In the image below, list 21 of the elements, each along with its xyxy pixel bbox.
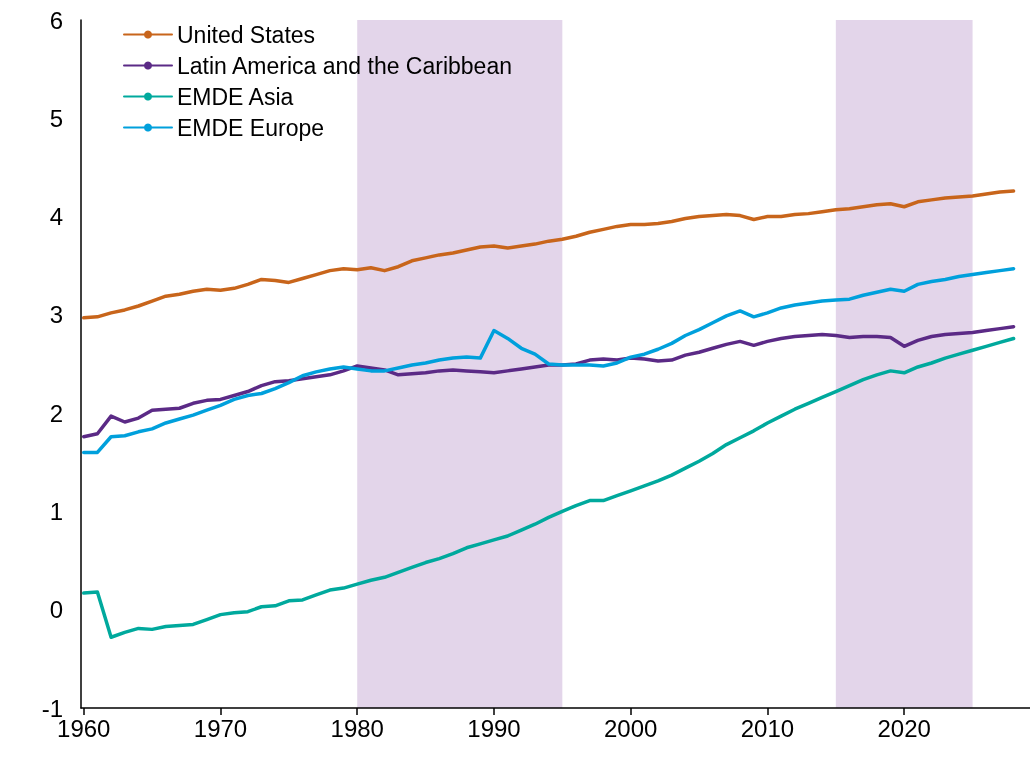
line-series xyxy=(81,266,1016,455)
legend-label: Latin America and the Caribbean xyxy=(177,52,512,79)
x-tick-label: 1970 xyxy=(193,714,248,742)
x-tick-label: 1980 xyxy=(330,714,384,742)
x-tick-label: 2010 xyxy=(740,714,795,742)
x-tick-label: 2000 xyxy=(604,714,658,742)
y-tick-label: 2 xyxy=(49,399,63,427)
y-tick-label: 3 xyxy=(49,301,63,329)
line-series xyxy=(81,336,1016,639)
y-tick-label: 6 xyxy=(49,6,63,34)
line-series xyxy=(81,324,1016,439)
y-tick-label: 5 xyxy=(49,104,63,132)
x-tick-label: 2020 xyxy=(877,714,931,742)
y-tick-label: 0 xyxy=(49,596,63,624)
y-tick-label: 1 xyxy=(49,497,63,525)
legend-label: United States xyxy=(177,21,316,48)
x-tick-label: 1990 xyxy=(467,714,521,742)
legend-label: EMDE Europe xyxy=(177,114,325,141)
y-tick-label: 4 xyxy=(49,203,63,231)
line-series xyxy=(81,189,1016,320)
legend-label: EMDE Asia xyxy=(177,83,294,110)
